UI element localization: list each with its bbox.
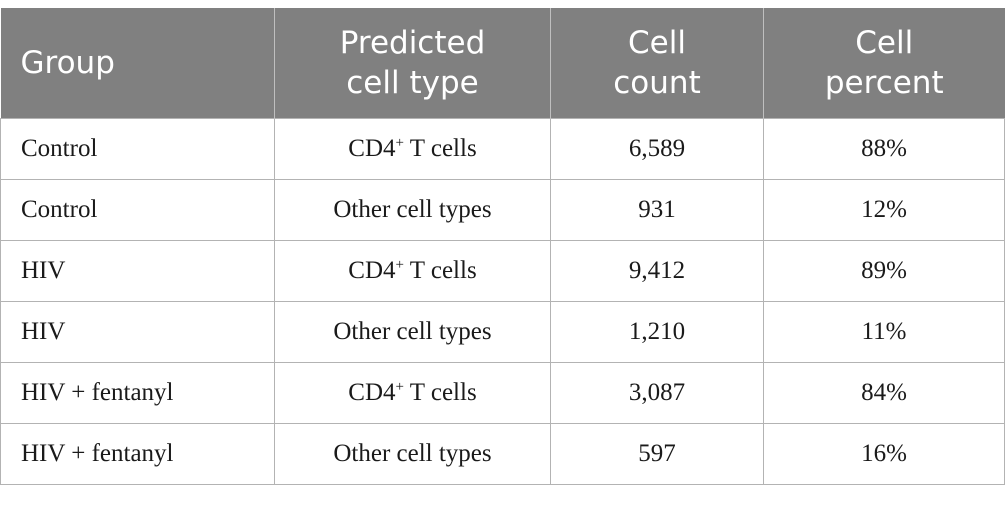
cell-type-rest: T cells <box>404 378 477 406</box>
cell-percent: 11% <box>763 300 1005 363</box>
cell-percent: 88% <box>763 117 1005 180</box>
cell-type-main: CD4 <box>348 134 396 162</box>
cell-count: 6,589 <box>550 117 764 180</box>
cell-type-table: Group Predicted cell type Cell count Cel… <box>0 8 1005 485</box>
cell-predicted-type: Other cell types <box>274 178 551 241</box>
cell-group: Control <box>0 178 275 241</box>
cell-percent: 16% <box>763 422 1005 485</box>
cell-type-main: Other cell types <box>333 317 492 345</box>
table-row: HIV + fentanyl CD4+ T cells 3,087 84% <box>0 361 1005 424</box>
cell-count: 3,087 <box>550 361 764 424</box>
table-row: Control Other cell types 931 12% <box>0 178 1005 241</box>
cell-count: 931 <box>550 178 764 241</box>
cell-type-main: Other cell types <box>333 439 492 467</box>
header-line: Predicted <box>339 24 486 61</box>
table-row: HIV + fentanyl Other cell types 597 16% <box>0 422 1005 485</box>
cell-percent: 84% <box>763 361 1005 424</box>
cell-group: HIV + fentanyl <box>0 361 275 424</box>
header-line: Cell <box>628 24 686 61</box>
header-group: Group <box>0 8 275 118</box>
header-row: Group Predicted cell type Cell count Cel… <box>0 8 1005 118</box>
header-group-line: Group <box>20 44 115 81</box>
header-line: Cell <box>855 24 914 61</box>
cell-count: 1,210 <box>550 300 764 363</box>
cell-type-superscript: + <box>395 256 404 273</box>
table-row: Control CD4+ T cells 6,589 88% <box>0 117 1005 180</box>
header-predicted-cell-type: Predicted cell type <box>274 8 551 118</box>
table-row: HIV CD4+ T cells 9,412 89% <box>0 239 1005 302</box>
cell-group: HIV <box>0 239 275 302</box>
header-line: cell type <box>346 64 479 101</box>
cell-predicted-type: Other cell types <box>274 300 551 363</box>
cell-count: 9,412 <box>550 239 764 302</box>
header-cell-percent: Cell percent <box>763 8 1005 118</box>
cell-percent: 89% <box>763 239 1005 302</box>
cell-type-main: CD4 <box>348 378 396 406</box>
cell-percent: 12% <box>763 178 1005 241</box>
cell-type-main: Other cell types <box>333 195 492 223</box>
cell-group: HIV <box>0 300 275 363</box>
cell-type-superscript: + <box>395 378 404 395</box>
cell-predicted-type: CD4+ T cells <box>274 117 551 180</box>
cell-type-rest: T cells <box>404 256 477 284</box>
cell-type-rest: T cells <box>404 134 477 162</box>
cell-predicted-type: CD4+ T cells <box>274 361 551 424</box>
cell-predicted-type: Other cell types <box>274 422 551 485</box>
cell-group: HIV + fentanyl <box>0 422 275 485</box>
header-line: percent <box>824 64 944 101</box>
cell-type-main: CD4 <box>348 256 396 284</box>
cell-count: 597 <box>550 422 764 485</box>
cell-predicted-type: CD4+ T cells <box>274 239 551 302</box>
header-line: count <box>613 64 701 101</box>
cell-group: Control <box>0 117 275 180</box>
table-row: HIV Other cell types 1,210 11% <box>0 300 1005 363</box>
cell-type-superscript: + <box>395 134 404 151</box>
header-cell-count: Cell count <box>550 8 764 118</box>
